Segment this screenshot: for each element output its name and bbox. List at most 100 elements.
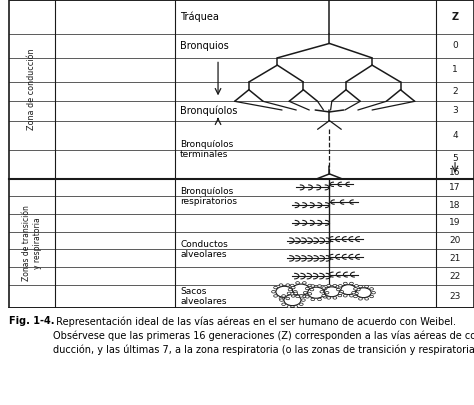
Circle shape	[276, 286, 293, 297]
Circle shape	[290, 284, 294, 287]
Circle shape	[292, 286, 295, 289]
Circle shape	[338, 287, 342, 289]
Text: Tráquea: Tráquea	[180, 12, 219, 22]
Circle shape	[292, 295, 295, 297]
Text: Zonas de transición
y respiratoria: Zonas de transición y respiratoria	[22, 205, 42, 281]
Circle shape	[273, 295, 277, 297]
Circle shape	[333, 284, 337, 287]
Circle shape	[308, 292, 312, 295]
Circle shape	[286, 297, 290, 300]
Circle shape	[310, 288, 314, 291]
Circle shape	[318, 298, 321, 301]
Circle shape	[279, 284, 283, 286]
Text: Bronquíolos
respiratorios: Bronquíolos respiratorios	[180, 187, 237, 206]
Circle shape	[272, 290, 275, 293]
Circle shape	[287, 292, 291, 294]
Circle shape	[323, 296, 327, 298]
Text: 23: 23	[449, 292, 461, 301]
Circle shape	[305, 296, 309, 298]
Circle shape	[290, 292, 294, 295]
Circle shape	[338, 294, 342, 297]
Circle shape	[356, 288, 360, 291]
Circle shape	[340, 290, 344, 293]
Circle shape	[324, 287, 339, 297]
Text: 1: 1	[452, 66, 458, 75]
Circle shape	[349, 282, 353, 285]
Circle shape	[287, 306, 291, 308]
Circle shape	[280, 299, 283, 301]
Circle shape	[305, 287, 309, 290]
Text: 4: 4	[452, 130, 458, 140]
Circle shape	[273, 286, 277, 289]
Circle shape	[318, 285, 321, 287]
Circle shape	[356, 288, 371, 298]
Circle shape	[296, 295, 300, 298]
Circle shape	[308, 284, 312, 287]
Text: Z: Z	[451, 12, 459, 22]
Circle shape	[327, 284, 331, 287]
Circle shape	[359, 298, 363, 300]
Circle shape	[344, 282, 347, 285]
Text: 5: 5	[452, 154, 458, 163]
Text: 0: 0	[452, 41, 458, 50]
Circle shape	[282, 303, 285, 305]
Circle shape	[320, 290, 324, 293]
Text: 17: 17	[449, 183, 461, 192]
Circle shape	[323, 287, 327, 290]
Circle shape	[355, 292, 358, 295]
Circle shape	[282, 295, 285, 297]
Circle shape	[311, 285, 315, 287]
Circle shape	[352, 292, 356, 294]
Circle shape	[370, 295, 374, 298]
Circle shape	[284, 294, 301, 306]
Circle shape	[365, 298, 368, 300]
Circle shape	[322, 294, 326, 297]
Text: Fig. 1-4.: Fig. 1-4.	[9, 316, 55, 326]
Text: Bronquios: Bronquios	[180, 41, 229, 51]
Circle shape	[322, 287, 326, 289]
Text: Conductos
alveolares: Conductos alveolares	[180, 240, 228, 259]
Text: 3: 3	[452, 107, 458, 115]
Circle shape	[370, 288, 374, 290]
Circle shape	[293, 290, 297, 293]
Circle shape	[294, 306, 298, 308]
Circle shape	[296, 281, 300, 284]
Circle shape	[288, 288, 292, 291]
Circle shape	[333, 297, 337, 299]
Circle shape	[302, 295, 306, 298]
Circle shape	[338, 292, 342, 295]
Text: 21: 21	[449, 254, 461, 263]
Circle shape	[301, 299, 305, 301]
Text: 2: 2	[452, 87, 458, 96]
Circle shape	[300, 303, 303, 305]
Circle shape	[300, 295, 303, 297]
Circle shape	[349, 294, 353, 297]
Circle shape	[325, 292, 329, 294]
Circle shape	[341, 285, 356, 294]
Circle shape	[337, 288, 340, 291]
Circle shape	[327, 297, 331, 299]
Text: Bronquíolos: Bronquíolos	[180, 106, 237, 116]
Circle shape	[294, 292, 298, 294]
Text: Bronquíolos
terminales: Bronquíolos terminales	[180, 140, 233, 159]
Text: 19: 19	[449, 218, 461, 227]
Circle shape	[303, 292, 307, 294]
Circle shape	[338, 285, 342, 287]
Circle shape	[279, 297, 283, 300]
Text: 18: 18	[449, 200, 461, 210]
Text: Zona de conducción: Zona de conducción	[27, 49, 36, 130]
Circle shape	[311, 298, 315, 301]
Circle shape	[344, 294, 347, 297]
Circle shape	[372, 292, 375, 294]
Circle shape	[354, 295, 357, 298]
Text: 20: 20	[449, 236, 461, 245]
Text: Sacos
alveolares: Sacos alveolares	[180, 287, 227, 306]
Circle shape	[308, 287, 325, 298]
Circle shape	[292, 284, 310, 295]
Text: 22: 22	[449, 272, 461, 281]
Circle shape	[354, 288, 357, 290]
Circle shape	[286, 284, 290, 286]
Circle shape	[302, 281, 306, 284]
Circle shape	[355, 285, 358, 287]
Circle shape	[359, 285, 363, 288]
